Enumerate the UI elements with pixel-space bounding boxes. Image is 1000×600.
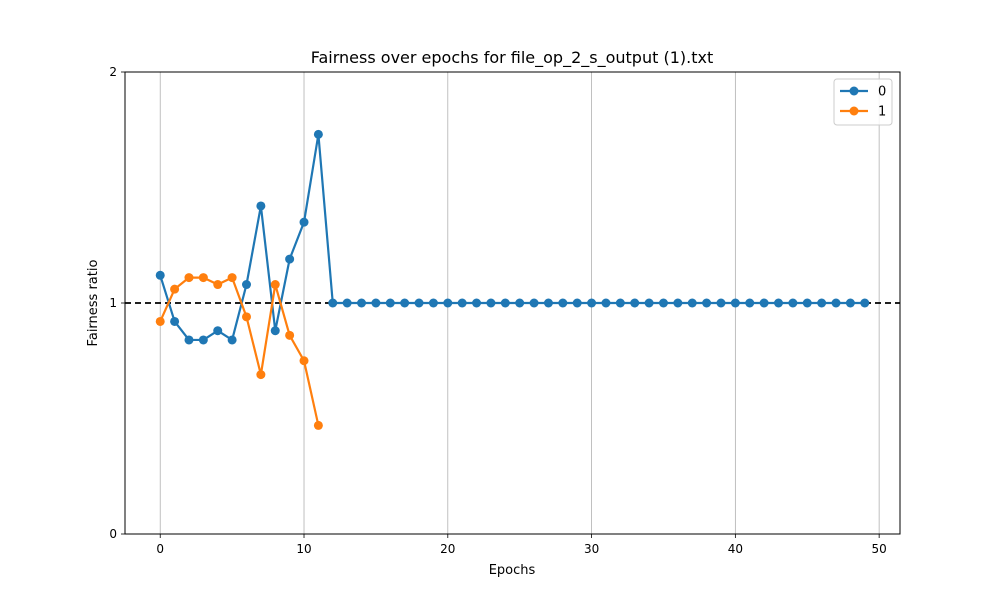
- data-point-0: [270, 326, 280, 336]
- data-point-0: [644, 298, 654, 308]
- chart-title: Fairness over epochs for file_op_2_s_out…: [311, 48, 713, 68]
- data-point-0: [472, 298, 482, 308]
- series-1: [155, 273, 323, 430]
- data-point-0: [730, 298, 740, 308]
- data-point-0: [817, 298, 827, 308]
- x-tick-label: 0: [156, 542, 164, 556]
- data-point-0: [831, 298, 841, 308]
- data-point-0: [759, 298, 769, 308]
- data-point-0: [313, 129, 323, 139]
- data-point-0: [184, 335, 194, 345]
- data-point-0: [658, 298, 668, 308]
- legend-swatch-marker: [849, 106, 859, 116]
- data-point-1: [241, 312, 251, 322]
- data-point-0: [198, 335, 208, 345]
- data-point-0: [414, 298, 424, 308]
- legend-label: 0: [878, 85, 886, 100]
- data-point-0: [802, 298, 812, 308]
- data-point-0: [457, 298, 467, 308]
- data-point-0: [371, 298, 381, 308]
- data-point-1: [198, 273, 208, 283]
- data-point-0: [845, 298, 855, 308]
- data-point-0: [673, 298, 683, 308]
- data-point-1: [170, 284, 180, 294]
- data-point-0: [443, 298, 453, 308]
- legend: 01: [833, 78, 893, 126]
- data-point-0: [587, 298, 597, 308]
- data-point-1: [227, 273, 237, 283]
- data-point-0: [256, 201, 266, 211]
- data-point-0: [630, 298, 640, 308]
- x-axis-label: Epochs: [489, 563, 536, 578]
- legend-label: 1: [878, 105, 886, 120]
- x-tick-label: 20: [440, 542, 455, 556]
- data-point-1: [184, 273, 194, 283]
- data-point-0: [170, 316, 180, 326]
- y-tick-label: 0: [109, 527, 117, 541]
- data-point-0: [572, 298, 582, 308]
- data-point-0: [788, 298, 798, 308]
- x-tick-label: 40: [728, 542, 743, 556]
- series-group: [155, 129, 870, 430]
- x-tick-label: 30: [584, 542, 599, 556]
- x-axis: 0 10 20 30 40 50: [156, 534, 887, 556]
- data-point-0: [558, 298, 568, 308]
- data-point-0: [299, 217, 309, 227]
- x-tick-label: 10: [296, 542, 311, 556]
- data-point-0: [400, 298, 410, 308]
- data-point-0: [486, 298, 496, 308]
- data-point-1: [256, 370, 266, 380]
- data-point-0: [213, 326, 223, 336]
- data-point-0: [702, 298, 712, 308]
- data-point-0: [774, 298, 784, 308]
- data-point-0: [285, 254, 295, 264]
- data-point-0: [615, 298, 625, 308]
- legend-swatch-marker: [849, 86, 859, 96]
- data-point-0: [500, 298, 510, 308]
- data-point-1: [299, 356, 309, 366]
- data-point-0: [155, 270, 165, 280]
- data-point-0: [515, 298, 525, 308]
- y-axis-label: Fairness ratio: [86, 260, 101, 347]
- data-point-1: [155, 316, 165, 326]
- series-0: [155, 129, 870, 345]
- data-point-0: [227, 335, 237, 345]
- y-axis: 0 1 2: [109, 65, 125, 541]
- data-point-0: [385, 298, 395, 308]
- data-point-0: [543, 298, 553, 308]
- data-point-1: [213, 280, 223, 290]
- data-point-0: [428, 298, 438, 308]
- data-point-0: [241, 280, 251, 290]
- data-point-0: [357, 298, 367, 308]
- data-point-0: [601, 298, 611, 308]
- data-point-0: [745, 298, 755, 308]
- y-tick-label: 1: [109, 296, 117, 310]
- data-point-0: [342, 298, 352, 308]
- data-point-1: [270, 280, 280, 290]
- data-point-0: [687, 298, 697, 308]
- data-point-0: [529, 298, 539, 308]
- data-point-1: [313, 420, 323, 430]
- data-point-0: [860, 298, 870, 308]
- data-point-1: [285, 330, 295, 340]
- data-point-0: [716, 298, 726, 308]
- x-tick-label: 50: [872, 542, 887, 556]
- data-point-0: [328, 298, 338, 308]
- y-tick-label: 2: [109, 65, 117, 79]
